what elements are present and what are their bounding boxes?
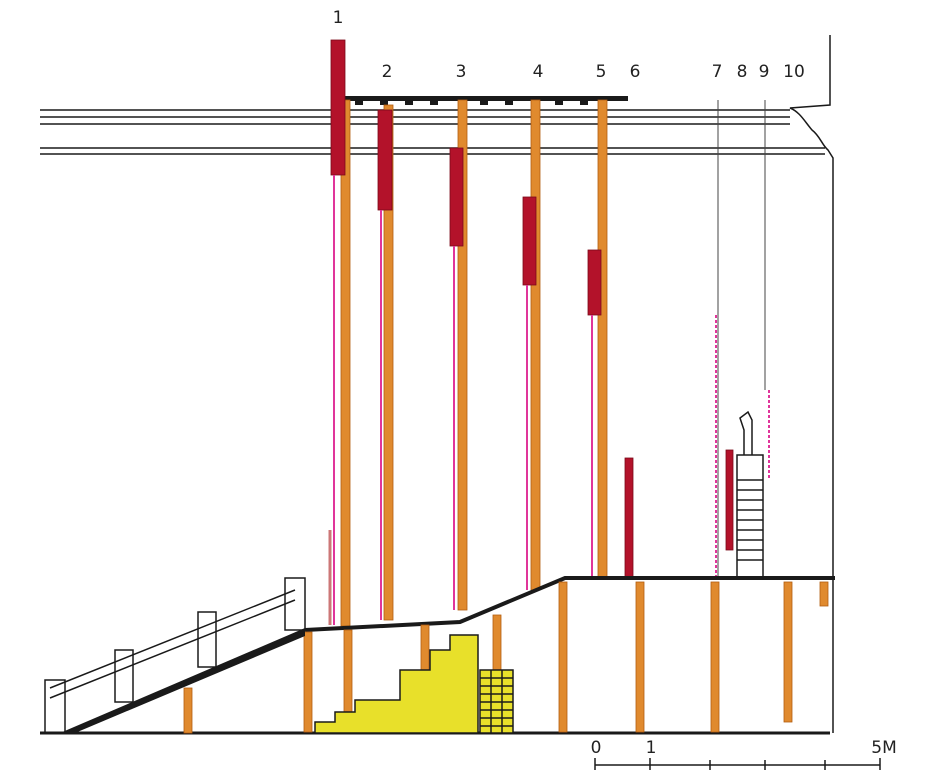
grid-box	[479, 669, 514, 734]
scale-bar	[594, 758, 881, 770]
pole-number: 7	[712, 62, 723, 82]
poles	[328, 39, 770, 627]
pole-number: 2	[382, 62, 393, 82]
yellow-block	[314, 634, 479, 734]
pole-number: 10	[783, 62, 805, 82]
pole-labels: 1 2 3 4 5 6 7 8 9 10	[333, 8, 805, 82]
scale-labels: 0 1 5M	[591, 738, 897, 758]
scale-label: 0	[591, 738, 602, 758]
stair	[44, 577, 306, 734]
right-wall	[789, 35, 834, 578]
scale-label: 1	[646, 738, 657, 758]
cornice	[40, 109, 825, 155]
pole-number: 5	[596, 62, 607, 82]
pole-number: 3	[456, 62, 467, 82]
pole-number: 6	[630, 62, 641, 82]
upper-floor	[304, 576, 835, 632]
statue	[736, 410, 764, 579]
pole-number: 8	[737, 62, 748, 82]
scale-label: 5M	[871, 738, 896, 758]
pole-number: 1	[333, 8, 344, 28]
roof-beam	[340, 96, 628, 101]
beam-blocks	[355, 101, 588, 105]
supports	[183, 581, 829, 734]
pole-number: 4	[533, 62, 544, 82]
pole-number: 9	[759, 62, 770, 82]
